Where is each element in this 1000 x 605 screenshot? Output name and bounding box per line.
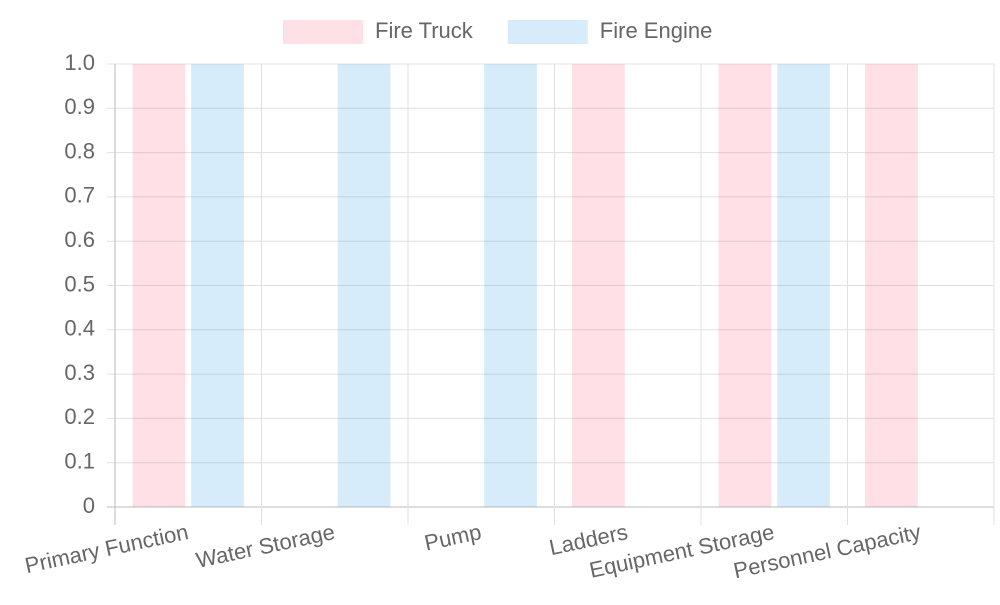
bar <box>484 64 537 507</box>
y-tick-label: 0.7 <box>64 183 95 208</box>
y-tick-label: 0.4 <box>64 316 95 341</box>
bar <box>337 64 391 507</box>
y-tick-label: 0.6 <box>64 227 95 252</box>
legend-label[interactable]: Fire Truck <box>375 18 474 43</box>
x-tick-label: Pump <box>422 519 483 555</box>
x-tick-label: Water Storage <box>194 519 337 573</box>
y-tick-label: 1.0 <box>64 50 95 75</box>
bar <box>132 64 186 507</box>
y-tick-label: 0.9 <box>64 94 95 119</box>
y-tick-label: 0.8 <box>64 138 95 163</box>
y-tick-label: 0.3 <box>64 360 95 385</box>
y-tick-label: 0 <box>83 493 95 518</box>
legend-swatch[interactable] <box>283 20 363 44</box>
y-tick-label: 0.1 <box>64 449 95 474</box>
legend-swatch[interactable] <box>507 20 588 44</box>
x-tick-label: Primary Function <box>23 519 191 578</box>
y-tick-label: 0.5 <box>64 271 95 296</box>
bar <box>191 64 244 507</box>
bar <box>777 64 830 507</box>
legend-label[interactable]: Fire Engine <box>600 18 713 43</box>
y-tick-label: 0.2 <box>64 404 95 429</box>
bar <box>572 64 625 507</box>
bar <box>865 64 918 507</box>
bar <box>718 64 772 507</box>
